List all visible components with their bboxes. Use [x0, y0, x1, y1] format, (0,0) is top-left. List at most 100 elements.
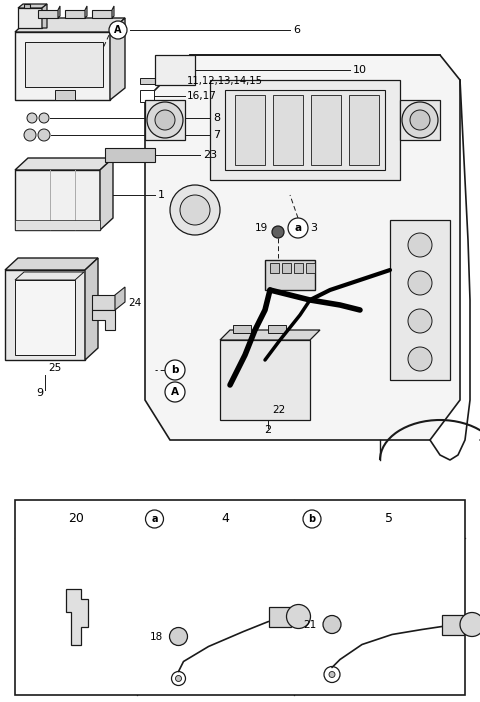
- Polygon shape: [15, 170, 100, 230]
- Polygon shape: [92, 10, 112, 18]
- Circle shape: [169, 628, 188, 646]
- Bar: [15, 500, 465, 695]
- Circle shape: [287, 604, 311, 628]
- Polygon shape: [15, 32, 110, 100]
- Polygon shape: [15, 220, 100, 230]
- Bar: [24, 4, 30, 8]
- Text: 1: 1: [158, 190, 165, 200]
- Circle shape: [323, 616, 341, 633]
- Circle shape: [24, 129, 36, 141]
- Polygon shape: [390, 220, 450, 380]
- Bar: [25, 42, 103, 87]
- Circle shape: [272, 226, 284, 238]
- Text: 7: 7: [213, 130, 220, 140]
- Circle shape: [171, 672, 185, 685]
- Text: 4: 4: [221, 512, 229, 526]
- Circle shape: [324, 666, 340, 682]
- Circle shape: [145, 510, 164, 528]
- Text: 3: 3: [310, 223, 317, 233]
- Polygon shape: [112, 6, 114, 18]
- Polygon shape: [85, 258, 98, 360]
- Circle shape: [303, 510, 321, 528]
- Polygon shape: [140, 78, 155, 84]
- Text: A: A: [114, 25, 122, 35]
- Polygon shape: [220, 330, 320, 340]
- Circle shape: [170, 185, 220, 235]
- Polygon shape: [220, 340, 310, 420]
- Circle shape: [180, 195, 210, 225]
- Text: 6: 6: [293, 25, 300, 35]
- Text: 22: 22: [272, 405, 285, 415]
- Bar: [282, 263, 291, 273]
- Text: a: a: [151, 514, 158, 524]
- Polygon shape: [265, 260, 315, 290]
- Circle shape: [147, 102, 183, 138]
- Polygon shape: [18, 4, 47, 8]
- Polygon shape: [66, 588, 88, 644]
- Circle shape: [460, 613, 480, 637]
- Polygon shape: [92, 310, 115, 330]
- Circle shape: [408, 347, 432, 371]
- Polygon shape: [15, 18, 125, 32]
- Polygon shape: [58, 6, 60, 18]
- Polygon shape: [155, 55, 195, 85]
- Text: 20: 20: [68, 512, 84, 526]
- Bar: [294, 263, 303, 273]
- Polygon shape: [311, 95, 341, 165]
- Polygon shape: [145, 55, 460, 440]
- Circle shape: [165, 382, 185, 402]
- Circle shape: [402, 102, 438, 138]
- Polygon shape: [15, 280, 75, 355]
- Polygon shape: [268, 607, 290, 626]
- Text: a: a: [294, 223, 301, 233]
- Circle shape: [410, 110, 430, 130]
- Polygon shape: [15, 272, 84, 280]
- Bar: [233, 325, 251, 333]
- Text: 16,17: 16,17: [187, 91, 217, 101]
- Text: 21: 21: [304, 619, 317, 630]
- Polygon shape: [400, 100, 440, 140]
- Bar: [55, 90, 75, 100]
- Polygon shape: [42, 4, 47, 28]
- Text: 18: 18: [150, 632, 164, 642]
- Bar: [270, 263, 279, 273]
- Circle shape: [176, 675, 181, 682]
- Polygon shape: [5, 258, 98, 270]
- Polygon shape: [15, 158, 113, 170]
- Polygon shape: [235, 95, 265, 165]
- Bar: [105, 148, 155, 162]
- Text: b: b: [171, 365, 179, 375]
- Text: 10: 10: [353, 65, 367, 75]
- Circle shape: [38, 129, 50, 141]
- Polygon shape: [85, 6, 87, 18]
- Text: 8: 8: [213, 113, 220, 123]
- Polygon shape: [5, 270, 85, 360]
- Circle shape: [27, 113, 37, 123]
- Polygon shape: [210, 80, 400, 180]
- Bar: [306, 263, 315, 273]
- Circle shape: [329, 672, 335, 677]
- Circle shape: [408, 271, 432, 295]
- Polygon shape: [115, 287, 125, 310]
- Circle shape: [39, 113, 49, 123]
- Text: 19: 19: [255, 223, 268, 233]
- Text: 24: 24: [128, 298, 141, 308]
- Text: 2: 2: [264, 425, 272, 435]
- Polygon shape: [442, 614, 464, 635]
- Text: b: b: [309, 514, 315, 524]
- Polygon shape: [92, 295, 115, 310]
- Polygon shape: [65, 10, 85, 18]
- Circle shape: [155, 110, 175, 130]
- Polygon shape: [18, 8, 42, 28]
- Bar: [140, 90, 154, 102]
- Bar: [268, 325, 286, 333]
- Polygon shape: [110, 18, 125, 100]
- Text: 9: 9: [36, 388, 44, 398]
- Polygon shape: [225, 90, 385, 170]
- Text: 23: 23: [203, 150, 217, 160]
- Polygon shape: [100, 158, 113, 230]
- Circle shape: [408, 309, 432, 333]
- Text: A: A: [171, 387, 179, 397]
- Text: 25: 25: [48, 363, 61, 373]
- Text: 5: 5: [385, 512, 394, 526]
